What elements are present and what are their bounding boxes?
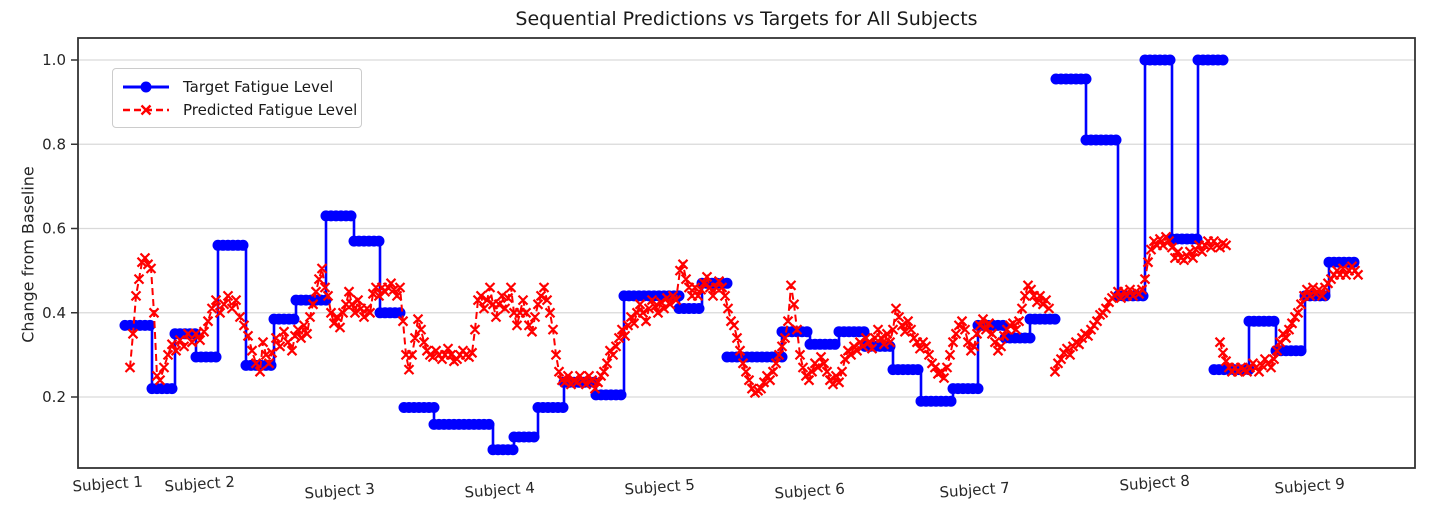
x-tick-label: Subject 2 xyxy=(164,473,235,496)
target-marker xyxy=(1295,345,1307,357)
y-tick-label: 0.2 xyxy=(42,388,66,406)
y-axis-label: Change from Baseline xyxy=(18,166,38,343)
predicted-marker xyxy=(1214,261,1364,377)
x-tick-label: Subject 8 xyxy=(1119,472,1190,495)
predicted-series-line xyxy=(1054,234,1227,373)
target-marker xyxy=(912,364,924,376)
target-marker xyxy=(972,383,984,395)
plot-frame xyxy=(77,37,1416,469)
target-marker xyxy=(373,235,385,247)
x-tick-label: Subject 5 xyxy=(624,476,695,499)
predicted-marker xyxy=(124,252,1055,399)
legend-item-predicted: Predicted Fatigue Level xyxy=(121,98,357,121)
legend-item-target: Target Fatigue Level xyxy=(121,75,351,98)
target-marker xyxy=(1080,73,1092,85)
x-tick-label: Subject 4 xyxy=(464,479,535,502)
target-marker xyxy=(1268,315,1280,327)
legend-label-target: Target Fatigue Level xyxy=(183,77,334,96)
target-marker xyxy=(1049,313,1061,325)
y-tick-label: 1.0 xyxy=(42,51,66,69)
target-marker xyxy=(557,402,569,413)
target-marker xyxy=(829,338,841,350)
y-tick-label: 0.8 xyxy=(42,135,66,153)
legend: Target Fatigue Level Predicted Fatigue L… xyxy=(112,68,362,128)
target-marker xyxy=(428,402,440,413)
target-marker xyxy=(1217,54,1229,66)
target-marker xyxy=(1110,134,1122,146)
target-marker xyxy=(1024,332,1036,344)
y-tick-label: 0.6 xyxy=(42,220,66,238)
x-tick-label: Subject 1 xyxy=(72,473,143,496)
target-marker xyxy=(945,395,957,407)
predicted-marker xyxy=(1049,231,1232,377)
target-marker xyxy=(144,319,156,331)
chart-title: Sequential Predictions vs Targets for Al… xyxy=(515,8,978,30)
target-marker xyxy=(345,210,357,222)
target-marker xyxy=(693,303,705,314)
x-tick-label: Subject 9 xyxy=(1274,475,1345,498)
target-marker xyxy=(237,239,249,251)
target-marker xyxy=(288,313,300,325)
target-line-swatch-icon xyxy=(123,81,169,92)
target-marker xyxy=(615,389,627,401)
predicted-line-swatch-icon xyxy=(123,104,169,115)
target-marker xyxy=(1164,54,1176,66)
y-tick-label: 0.4 xyxy=(42,304,66,322)
target-marker xyxy=(210,351,222,363)
target-marker xyxy=(507,444,519,456)
target-marker xyxy=(528,431,540,443)
legend-label-predicted: Predicted Fatigue Level xyxy=(183,100,358,119)
target-marker xyxy=(801,326,813,338)
target-series-line xyxy=(1056,58,1223,298)
x-tick-label: Subject 7 xyxy=(939,479,1010,502)
x-tick-label: Subject 3 xyxy=(304,480,375,503)
target-marker xyxy=(166,383,178,395)
target-marker xyxy=(483,418,495,430)
x-tick-label: Subject 6 xyxy=(774,480,845,503)
